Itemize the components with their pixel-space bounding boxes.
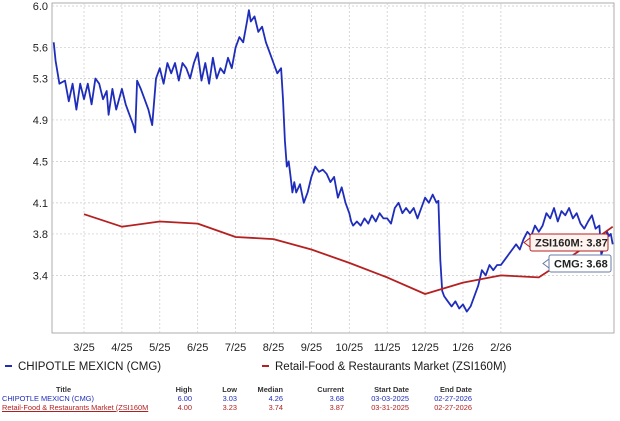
x-tick-label: 8/25 xyxy=(263,342,284,354)
legend-item-cmg: CHIPOTLE MEXICN (CMG) xyxy=(5,361,161,373)
legend-swatch-cmg xyxy=(5,364,12,367)
x-tick-label: 1/26 xyxy=(452,342,473,354)
row-high: 4.00 xyxy=(177,403,192,412)
label-box xyxy=(548,254,612,273)
row-median: 3.74 xyxy=(268,403,283,412)
zsi160m-line xyxy=(83,213,614,295)
row-start-date: 03-31-2025 xyxy=(371,403,409,412)
y-tick-label: 3.8 xyxy=(33,229,48,241)
summary-table: Title High Low Median Current Start Date… xyxy=(0,385,620,412)
series-layer xyxy=(52,9,614,313)
label-text: ZSI160M: 3.87 xyxy=(535,238,608,250)
y-tick-label: 4.1 xyxy=(33,198,48,210)
x-tick-label: 2/26 xyxy=(490,342,511,354)
grid xyxy=(52,3,614,333)
x-tick-label: 9/25 xyxy=(301,342,322,354)
summary-row-cmg: CHIPOTLE MEXICN (CMG) 6.00 3.03 4.26 3.6… xyxy=(0,394,620,403)
plot-area xyxy=(51,2,615,334)
x-tick-label: 3/25 xyxy=(73,342,94,354)
row-current: 3.87 xyxy=(329,403,344,412)
header-start-date: Start Date xyxy=(374,385,409,394)
zsi160m-end-label: ZSI160M: 3.87 xyxy=(523,233,609,252)
cmg-end-label: CMG: 3.68 xyxy=(542,254,612,273)
y-tick-label: 6.0 xyxy=(33,1,48,13)
header-end-date: End Date xyxy=(439,385,472,394)
header-high: High xyxy=(175,385,192,394)
row-start-date: 03-03-2025 xyxy=(371,394,409,403)
header-low: Low xyxy=(222,385,237,394)
y-tick-label: 5.3 xyxy=(33,74,48,86)
row-current: 3.68 xyxy=(329,394,344,403)
line-chart: 6.0 5.6 5.3 4.9 4.5 4.1 3.8 3.4 3/25 4/25 5/25 6/25… xyxy=(33,1,615,354)
x-tick-label: 12/25 xyxy=(411,342,439,354)
row-low: 3.23 xyxy=(222,403,237,412)
row-median: 4.26 xyxy=(268,394,283,403)
row-high: 6.00 xyxy=(177,394,192,403)
y-tick-label: 4.9 xyxy=(33,115,48,127)
label-box xyxy=(529,233,609,252)
header-current: Current xyxy=(317,385,344,394)
x-tick-label: 5/25 xyxy=(149,342,170,354)
legend-label-cmg: CHIPOTLE MEXICN (CMG) xyxy=(18,361,162,373)
x-tick-label: 11/25 xyxy=(374,342,401,354)
label-text: CMG: 3.68 xyxy=(554,259,608,271)
x-tick-label: 7/25 xyxy=(225,342,246,354)
legend: CHIPOTLE MEXICN (CMG) Retail-Food & Rest… xyxy=(0,358,620,380)
x-tick-label: 10/25 xyxy=(336,342,364,354)
x-tick-label: 4/25 xyxy=(111,342,132,354)
y-tick-label: 3.4 xyxy=(33,270,48,282)
header-median: Median xyxy=(257,385,283,394)
cmg-line xyxy=(52,9,614,313)
row-title: CHIPOTLE MEXICN (CMG) xyxy=(2,394,94,403)
row-end-date: 02-27-2026 xyxy=(434,394,472,403)
y-tick-label: 5.6 xyxy=(33,42,48,54)
legend-label-zsi: Retail-Food & Restaurants Market (ZSI160… xyxy=(275,361,507,373)
header-title: Title xyxy=(56,385,72,394)
row-title: Retail-Food & Restaurants Market (ZSI160… xyxy=(2,403,149,412)
summary-row-zsi: Retail-Food & Restaurants Market (ZSI160… xyxy=(0,403,620,412)
end-labels: ZSI160M: 3.87 CMG: 3.68 xyxy=(523,233,612,273)
y-tick-label: 4.5 xyxy=(33,156,48,168)
axes: 6.0 5.6 5.3 4.9 4.5 4.1 3.8 3.4 3/25 4/25 5/25 6/25… xyxy=(33,1,512,354)
row-low: 3.03 xyxy=(222,394,237,403)
x-tick-label: 6/25 xyxy=(187,342,208,354)
row-end-date: 02-27-2026 xyxy=(434,403,472,412)
summary-header-row: Title High Low Median Current Start Date… xyxy=(0,385,620,394)
legend-item-zsi: Retail-Food & Restaurants Market (ZSI160… xyxy=(262,361,506,373)
legend-swatch-zsi xyxy=(262,364,269,367)
